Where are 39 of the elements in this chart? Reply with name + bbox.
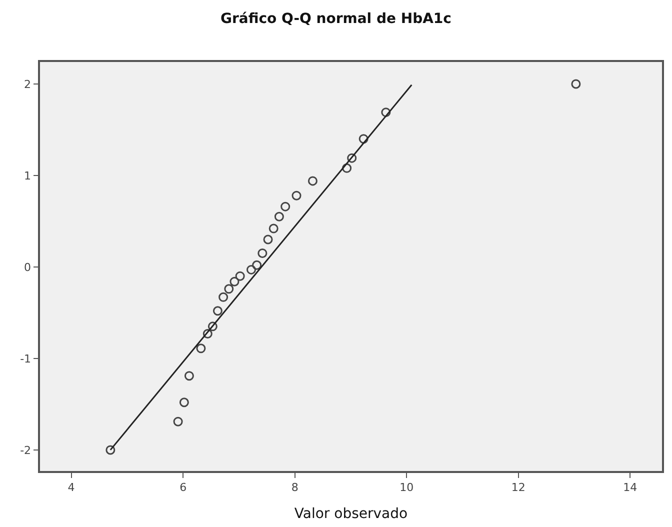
y-tick-label: -2 bbox=[20, 444, 32, 457]
y-tick-label: 1 bbox=[24, 169, 32, 182]
x-tick-label: 10 bbox=[400, 480, 414, 494]
y-tick-label: 2 bbox=[24, 78, 32, 91]
y-tick-label: 0 bbox=[24, 260, 32, 274]
point bbox=[208, 322, 218, 332]
point bbox=[347, 153, 357, 163]
x-axis-title: Valor observado bbox=[294, 506, 408, 522]
chart-title: Gráfico Q-Q normal de HbA1c bbox=[220, 10, 452, 27]
point bbox=[258, 248, 268, 258]
point bbox=[358, 134, 368, 144]
point bbox=[224, 284, 234, 294]
point bbox=[252, 260, 262, 270]
point bbox=[263, 234, 273, 244]
point bbox=[202, 329, 212, 338]
point bbox=[292, 190, 302, 200]
point bbox=[230, 276, 240, 286]
point bbox=[173, 416, 183, 426]
point bbox=[268, 224, 278, 234]
point bbox=[274, 212, 284, 222]
point bbox=[179, 398, 189, 408]
point bbox=[280, 202, 290, 212]
x-tick-label: 12 bbox=[511, 480, 526, 494]
y-tick-label: -1 bbox=[20, 352, 32, 366]
point bbox=[218, 292, 228, 302]
point bbox=[308, 176, 318, 186]
point bbox=[381, 108, 391, 118]
point bbox=[571, 79, 581, 89]
x-tick-label: 8 bbox=[291, 480, 298, 494]
point bbox=[184, 371, 194, 381]
x-tick-label: 6 bbox=[180, 480, 187, 494]
point bbox=[246, 264, 256, 274]
point bbox=[235, 271, 245, 281]
x-tick-label: 14 bbox=[623, 480, 638, 494]
point bbox=[212, 306, 222, 316]
x-tick-label: 4 bbox=[68, 480, 75, 494]
point bbox=[342, 163, 352, 173]
point bbox=[106, 445, 116, 455]
point bbox=[196, 344, 206, 354]
